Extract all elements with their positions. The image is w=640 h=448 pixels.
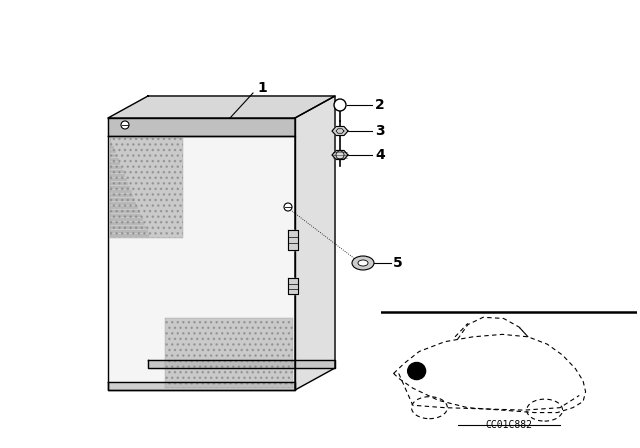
Text: 4: 4 [375,148,385,162]
Polygon shape [110,214,141,217]
Circle shape [121,121,129,129]
Polygon shape [110,162,120,165]
Polygon shape [332,151,348,159]
Text: 3: 3 [375,124,385,138]
Polygon shape [110,198,135,201]
Polygon shape [110,150,116,153]
Circle shape [334,99,346,111]
Polygon shape [110,194,133,197]
Text: CC01C882: CC01C882 [485,420,532,430]
Polygon shape [110,206,138,209]
Polygon shape [108,136,295,390]
Polygon shape [110,138,183,238]
Polygon shape [110,158,119,161]
Polygon shape [148,360,335,368]
Polygon shape [110,218,143,221]
Ellipse shape [352,256,374,270]
Polygon shape [110,166,122,169]
Circle shape [284,203,292,211]
Polygon shape [110,222,145,225]
Polygon shape [108,382,295,390]
Ellipse shape [358,260,368,266]
Polygon shape [110,234,149,237]
Polygon shape [110,190,132,193]
Polygon shape [110,226,146,229]
Polygon shape [332,126,348,135]
Polygon shape [165,318,293,388]
Polygon shape [288,230,298,250]
Circle shape [408,362,426,379]
Polygon shape [110,182,129,185]
Polygon shape [295,96,335,390]
Polygon shape [110,142,113,145]
Polygon shape [110,210,140,213]
Polygon shape [110,146,114,149]
Polygon shape [110,178,127,181]
Text: 5: 5 [393,256,403,270]
Polygon shape [288,278,298,294]
Polygon shape [110,138,111,141]
Polygon shape [110,154,117,157]
Text: 1: 1 [257,81,267,95]
Polygon shape [110,174,125,177]
Polygon shape [110,186,130,189]
Polygon shape [108,96,335,118]
Polygon shape [108,118,295,136]
Text: 2: 2 [375,98,385,112]
Polygon shape [110,170,124,173]
Polygon shape [110,202,136,205]
Polygon shape [110,230,148,233]
Circle shape [336,151,344,159]
